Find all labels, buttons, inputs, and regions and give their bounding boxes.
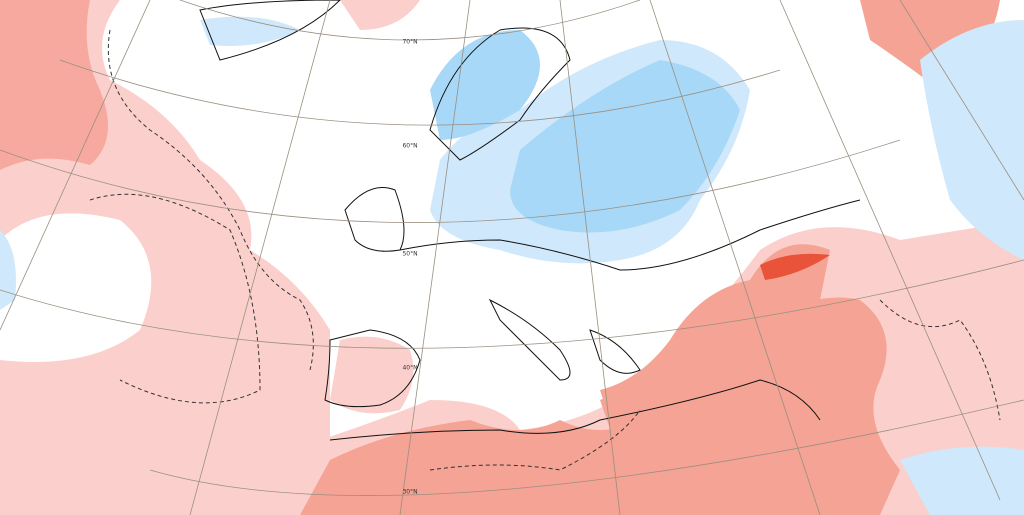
cold-anomaly <box>0 16 1024 515</box>
contours <box>89 29 1001 471</box>
coastlines <box>199 0 861 441</box>
latitude-label: 50°N <box>402 251 417 258</box>
latitude-label: 30°N <box>402 489 417 496</box>
latitude-label: 70°N <box>402 39 417 46</box>
latitude-label: 40°N <box>402 365 417 372</box>
latitude-label: 60°N <box>402 143 417 150</box>
